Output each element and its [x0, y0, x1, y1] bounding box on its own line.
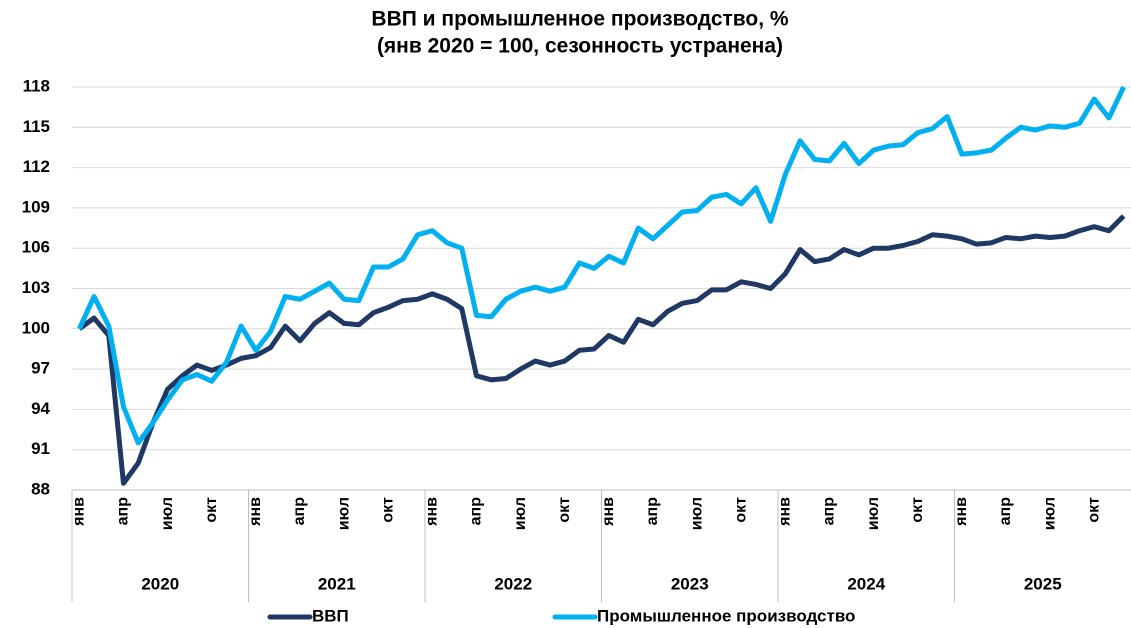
y-tick-label: 115: [23, 117, 50, 136]
x-group-label: 2023: [671, 574, 709, 593]
x-tick-label: янв: [424, 497, 441, 527]
x-tick-label: окт: [379, 497, 396, 523]
x-tick-label: июл: [865, 497, 882, 530]
x-tick-label: янв: [247, 497, 264, 527]
x-tick-label: апр: [644, 497, 661, 526]
x-tick-label: апр: [468, 497, 485, 526]
x-tick-label: окт: [909, 497, 926, 523]
chart-subtitle: (янв 2020 = 100, сезонность устранена): [377, 35, 783, 58]
legend-label: ВВП: [312, 606, 349, 625]
x-tick-label: окт: [732, 497, 749, 523]
y-tick-label: 91: [31, 439, 50, 458]
x-tick-label: окт: [1085, 497, 1102, 523]
x-tick-label: июл: [335, 497, 352, 530]
y-tick-label: 94: [31, 399, 50, 418]
x-tick-label: апр: [291, 497, 308, 526]
series-line: [77, 85, 1126, 446]
y-tick-label: 106: [22, 238, 50, 257]
x-tick-label: апр: [821, 497, 838, 526]
x-tick-label: янв: [600, 497, 617, 527]
y-tick-label: 103: [22, 278, 50, 297]
x-group-label: 2020: [141, 574, 179, 593]
x-tick-label: янв: [71, 497, 88, 527]
x-tick-label: апр: [997, 497, 1014, 526]
y-tick-label: 100: [22, 318, 50, 337]
x-group-label: 2022: [494, 574, 532, 593]
x-tick-label: июл: [159, 497, 176, 530]
x-tick-label: янв: [953, 497, 970, 527]
y-tick-label: 97: [31, 359, 50, 378]
x-tick-label: окт: [556, 497, 573, 523]
series-line: [77, 214, 1126, 486]
y-tick-label: 118: [23, 76, 50, 95]
y-tick-label: 112: [23, 157, 50, 176]
x-tick-label: апр: [115, 497, 132, 526]
x-group-label: 2021: [318, 574, 356, 593]
x-tick-label: июл: [1041, 497, 1058, 530]
y-tick-label: 88: [31, 479, 50, 498]
y-tick-label: 109: [22, 197, 50, 216]
x-tick-label: июл: [688, 497, 705, 530]
chart-title: ВВП и промышленное производство, %: [371, 8, 789, 31]
x-tick-label: окт: [203, 497, 220, 523]
legend-label: Промышленное производство: [597, 606, 855, 625]
x-group-label: 2025: [1024, 574, 1062, 593]
x-tick-label: янв: [777, 497, 794, 527]
x-group-label: 2024: [847, 574, 885, 593]
x-tick-label: июл: [512, 497, 529, 530]
